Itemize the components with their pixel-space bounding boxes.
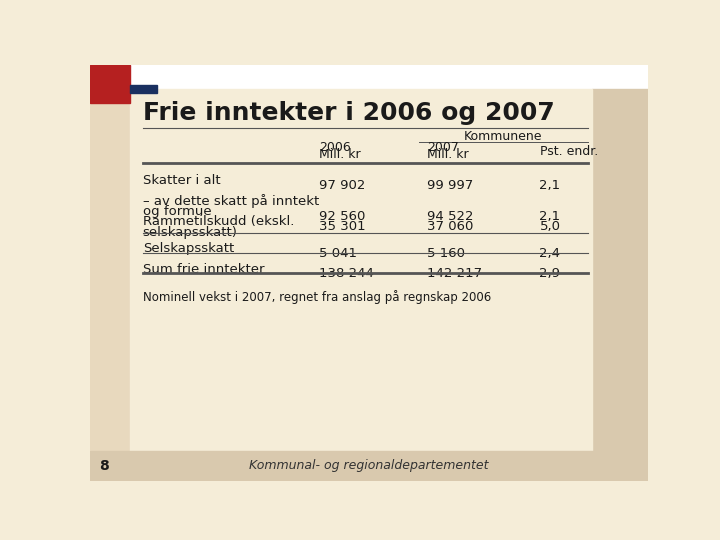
Text: Sum frie inntekter: Sum frie inntekter	[143, 262, 264, 276]
Text: Nominell vekst i 2007, regnet fra anslag på regnskap 2006: Nominell vekst i 2007, regnet fra anslag…	[143, 289, 491, 303]
Text: 2,1: 2,1	[539, 179, 561, 192]
Text: og formue: og formue	[143, 205, 212, 218]
Text: Mill. kr: Mill. kr	[427, 148, 469, 161]
Bar	[90, 65, 648, 90]
Text: Skatter i alt: Skatter i alt	[143, 174, 220, 187]
Bar	[90, 65, 130, 103]
Text: 97 902: 97 902	[319, 179, 365, 192]
Text: 5,0: 5,0	[539, 220, 560, 233]
Text: 2007: 2007	[427, 141, 459, 154]
Text: 5 041: 5 041	[319, 247, 356, 260]
Text: 37 060: 37 060	[427, 220, 474, 233]
Text: Kommunal- og regionaldepartementet: Kommunal- og regionaldepartementet	[249, 460, 489, 472]
Text: 138 244: 138 244	[319, 267, 374, 280]
Text: 142 217: 142 217	[427, 267, 482, 280]
Bar	[90, 65, 130, 451]
Bar	[130, 90, 593, 451]
Text: 92 560: 92 560	[319, 210, 365, 222]
Text: Mill. kr: Mill. kr	[319, 148, 360, 161]
Text: 35 301: 35 301	[319, 220, 365, 233]
Text: Selskapsskatt: Selskapsskatt	[143, 242, 234, 255]
Text: 5 160: 5 160	[427, 247, 465, 260]
Text: 2,1: 2,1	[539, 210, 561, 222]
Bar	[90, 451, 648, 481]
Text: 99 997: 99 997	[427, 179, 473, 192]
Text: Rammetilskudd (ekskl.: Rammetilskudd (ekskl.	[143, 215, 294, 228]
Text: – av dette skatt på inntekt: – av dette skatt på inntekt	[143, 194, 319, 208]
Text: 2,9: 2,9	[539, 267, 560, 280]
Text: selskapsskatt): selskapsskatt)	[143, 226, 238, 239]
Bar	[130, 85, 158, 92]
Text: 2006: 2006	[319, 141, 351, 154]
Text: 8: 8	[99, 459, 109, 473]
Bar	[593, 90, 648, 451]
Text: Kommunene: Kommunene	[464, 130, 542, 143]
Text: 94 522: 94 522	[427, 210, 474, 222]
Text: Frie inntekter i 2006 og 2007: Frie inntekter i 2006 og 2007	[143, 100, 554, 125]
Text: 2,4: 2,4	[539, 247, 560, 260]
Text: Pst. endr.: Pst. endr.	[539, 145, 598, 158]
